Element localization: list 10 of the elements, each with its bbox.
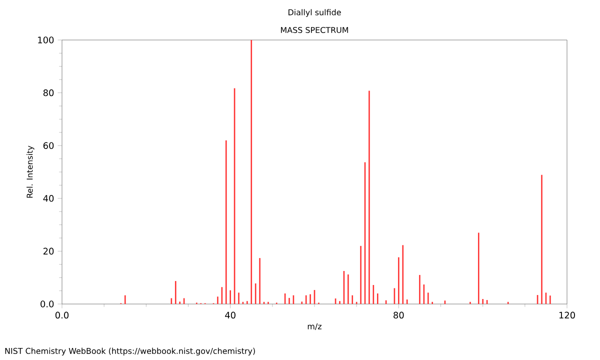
y-tick-label: 60 xyxy=(43,142,54,149)
y-tick-label: 80 xyxy=(43,89,54,96)
y-tick-label: 20 xyxy=(43,248,54,255)
y-tick-label: 40 xyxy=(43,195,54,202)
x-tick-label: 120 xyxy=(559,312,575,319)
y-tick-label: 100 xyxy=(38,36,54,44)
y-tick-label: 0.0 xyxy=(40,300,54,308)
x-tick-label: 40 xyxy=(225,312,236,319)
x-tick-label: 80 xyxy=(394,312,404,319)
x-tick-label: 0.0 xyxy=(55,312,69,319)
